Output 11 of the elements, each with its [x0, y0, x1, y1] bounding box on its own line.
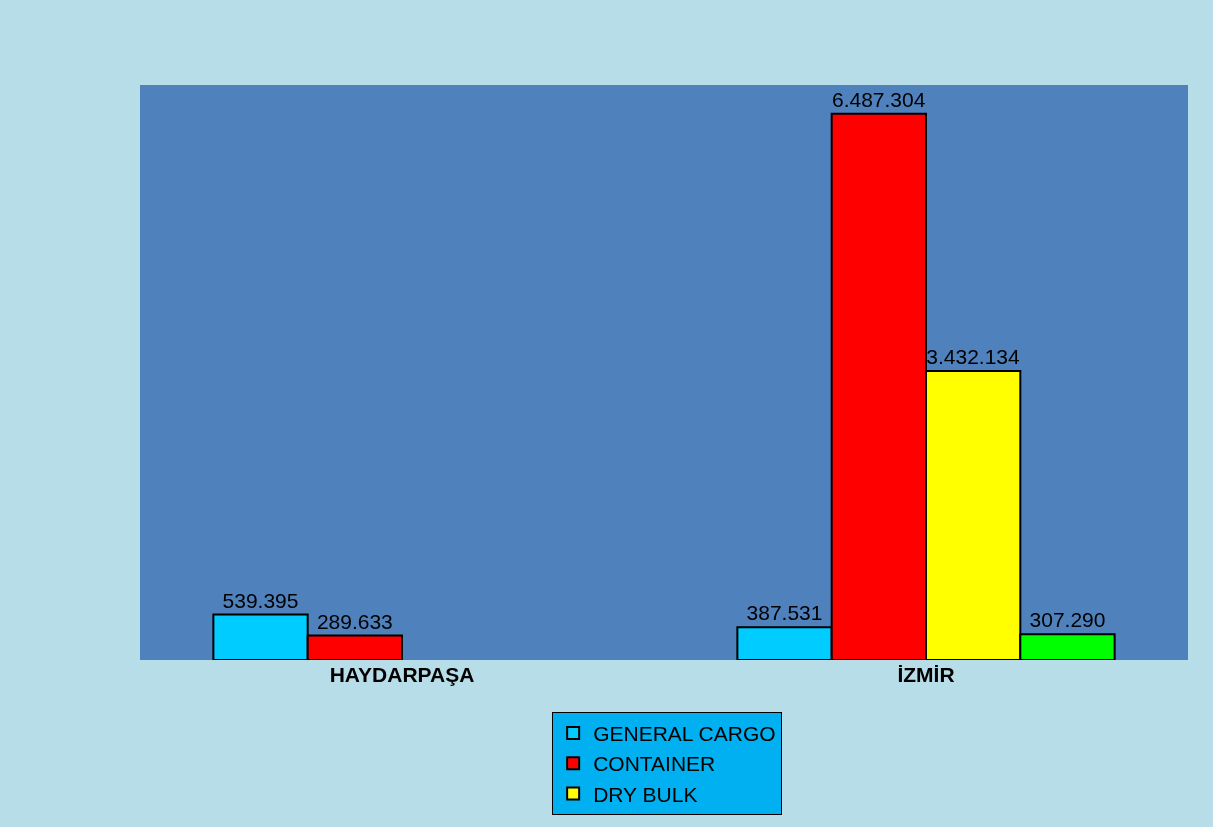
data-label: 289.633 — [316, 609, 393, 633]
x-tick-label: İZMİR — [897, 663, 955, 686]
data-label: 307.290 — [1029, 608, 1106, 632]
data-label: 6.487.304 — [831, 87, 926, 111]
x-tick-label: HAYDARPAŞA — [329, 663, 475, 686]
data-label: 3.432.134 — [926, 345, 1021, 368]
data-label: 539.395 — [222, 588, 299, 612]
data-label: 387.531 — [746, 601, 823, 625]
legend-label: GENERAL CARGO — [593, 722, 776, 746]
legend-label: DRY BULK — [593, 782, 698, 806]
legend-label: CONTAINER — [593, 752, 716, 776]
